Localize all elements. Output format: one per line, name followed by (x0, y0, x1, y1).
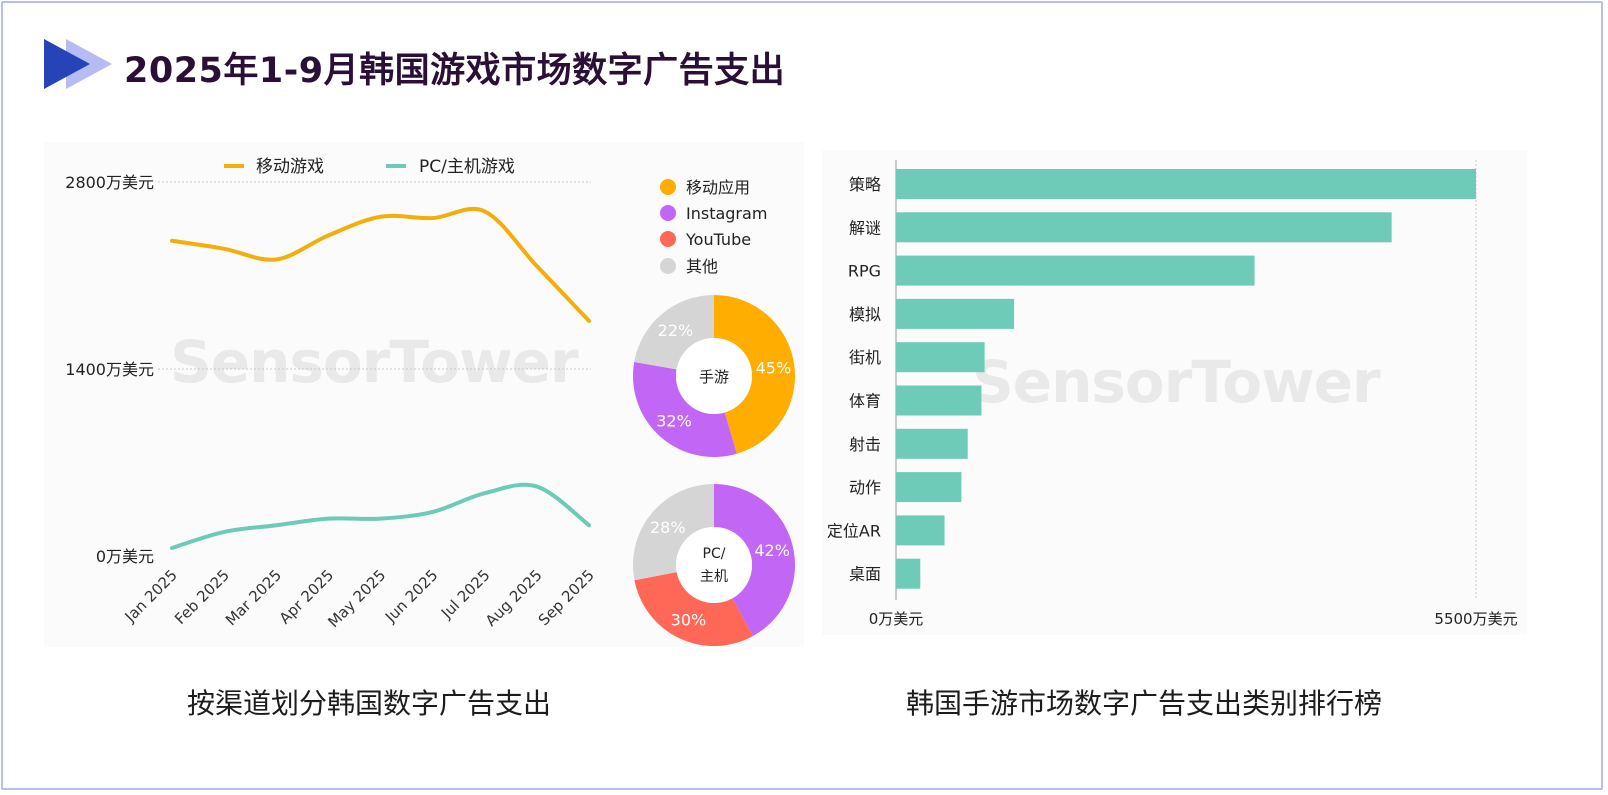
legend-label-mobile: 移动游戏 (256, 157, 324, 177)
bar-category-label: 策略 (849, 175, 881, 194)
donut-legend-label: 移动应用 (686, 178, 750, 197)
x-tick-label: Jun 2025 (381, 566, 441, 626)
series-line-mobile (170, 206, 591, 323)
donut-pc-slice (714, 484, 795, 636)
donut-legend-swatch (660, 231, 676, 247)
donut-mobile-center-label: 手游 (699, 368, 729, 386)
donut-pc-center-label: 主机 (700, 569, 728, 585)
bar-chart-caption: 韩国手游市场数字广告支出类别排行榜 (906, 687, 1383, 720)
bar (896, 342, 985, 373)
x-tick-label: 0万美元 (869, 610, 924, 628)
donut-mobile-slice-label: 45% (756, 358, 792, 377)
bar (896, 385, 982, 416)
watermark-left: SensorTower (170, 328, 579, 396)
bar-category-label: 动作 (849, 478, 881, 497)
donut-mobile-slice (634, 295, 714, 370)
x-tick-label: Sep 2025 (535, 566, 598, 629)
donut-mobile-hole (676, 338, 752, 414)
legend-label-pc: PC/主机游戏 (419, 157, 515, 177)
donut-pc-center-label: PC/ (703, 546, 726, 562)
bar (896, 515, 945, 546)
bar (896, 428, 968, 459)
title-arrow-icon (44, 39, 112, 89)
x-tick-label: Aug 2025 (482, 566, 546, 630)
watermark-right: SensorTower (972, 348, 1381, 416)
bar (896, 255, 1255, 286)
y-tick-label: 2800万美元 (65, 173, 154, 192)
bar-category-label: RPG (848, 262, 881, 281)
donut-legend-swatch (660, 205, 676, 221)
donut-pc-slice (634, 572, 754, 646)
donut-mobile-slice-label: 32% (656, 412, 692, 431)
donut-pc-hole (676, 527, 752, 603)
bar-category-label: 桌面 (849, 565, 881, 584)
donut-pc-slice-label: 28% (650, 518, 686, 537)
donut-mobile-slice (714, 295, 795, 454)
bar (896, 212, 1392, 243)
x-tick-label: Mar 2025 (222, 566, 285, 629)
donut-mobile-slice (633, 361, 737, 457)
donut-legend-swatch (660, 179, 676, 195)
bar-category-label: 射击 (849, 435, 881, 454)
donut-legend-label: Instagram (686, 204, 767, 223)
donut-pc-slice-label: 42% (754, 541, 790, 560)
page-title: 2025年1-9月韩国游戏市场数字广告支出 (124, 51, 786, 91)
bar-category-label: 模拟 (849, 305, 881, 324)
bar-category-label: 体育 (849, 392, 881, 411)
donut-mobile-slice-label: 22% (658, 321, 694, 340)
bar (896, 169, 1476, 199)
bar-category-label: 街机 (849, 348, 881, 367)
donut-legend-label: 其他 (686, 257, 718, 276)
donut-legend-label: YouTube (685, 230, 751, 249)
bar (896, 472, 962, 503)
bar (896, 298, 1015, 329)
series-line-pc (170, 482, 591, 550)
y-tick-label: 0万美元 (96, 547, 154, 566)
bar (896, 558, 921, 589)
bar-category-label: 定位AR (827, 521, 881, 540)
x-tick-label: 5500万美元 (1434, 610, 1517, 628)
donut-pc-slice-label: 30% (671, 610, 707, 629)
donut-pc-slice (633, 484, 714, 581)
bar-category-label: 解谜 (849, 218, 881, 237)
y-tick-label: 1400万美元 (65, 360, 154, 379)
donut-legend-swatch (660, 258, 676, 274)
line-chart-caption: 按渠道划分韩国数字广告支出 (187, 687, 552, 720)
